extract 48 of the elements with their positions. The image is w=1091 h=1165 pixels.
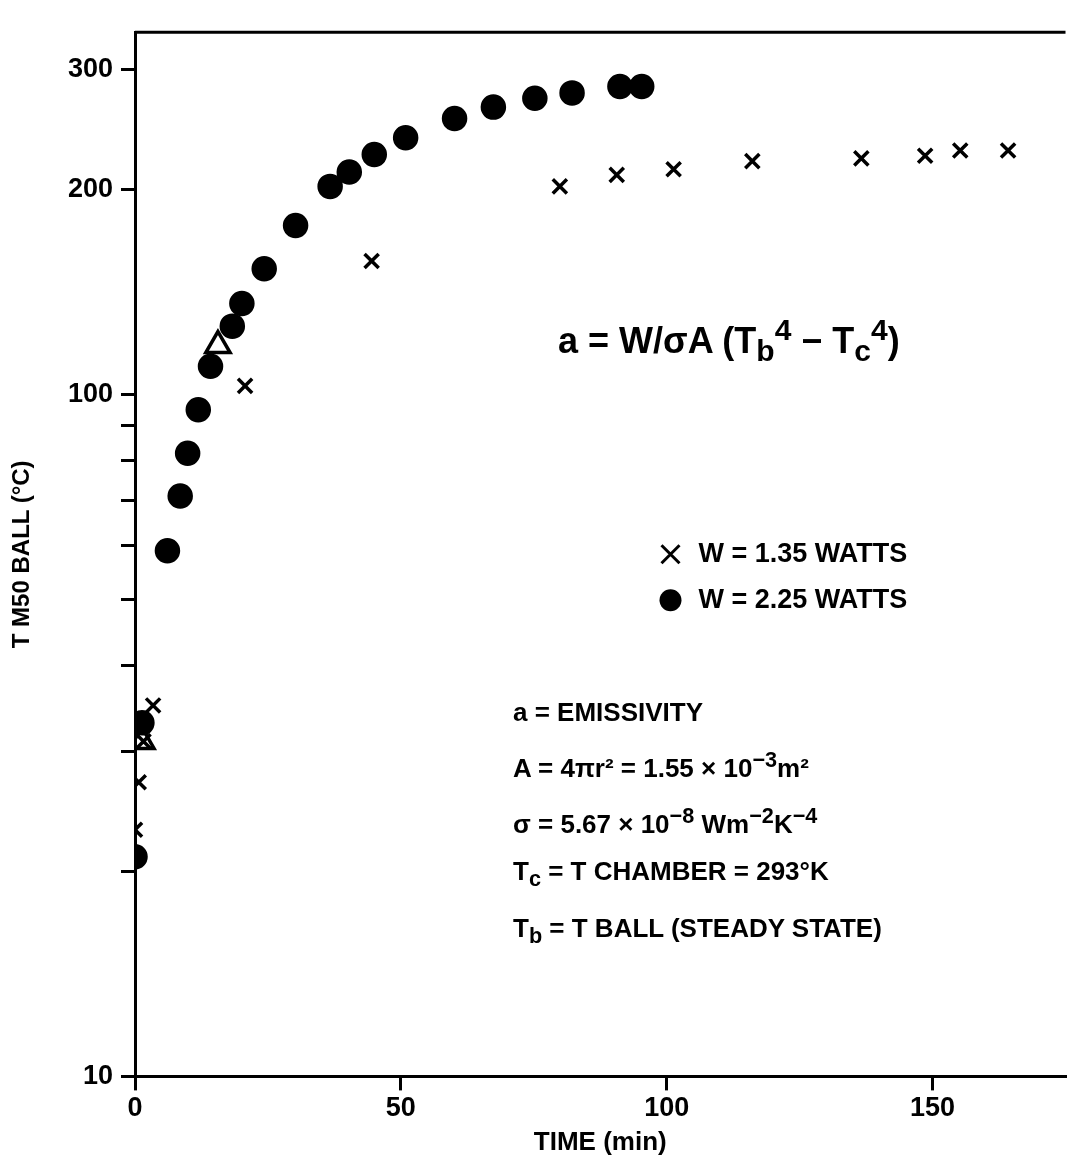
point [236, 377, 254, 395]
point [219, 313, 246, 339]
point [362, 252, 381, 270]
point [392, 125, 419, 151]
annotation: a = EMISSIVITY [513, 696, 704, 729]
point [522, 85, 548, 112]
point [317, 173, 343, 200]
x-axis-title: TIME (min) [533, 1125, 667, 1156]
y-axis-title: T M50 BALL (°C) [7, 460, 35, 649]
point [144, 696, 162, 715]
point [551, 177, 569, 196]
point [441, 105, 468, 132]
y-tick-label: 10 [82, 1059, 113, 1090]
point [197, 353, 224, 380]
annotation: T$_{b}$ = T BALL (STEADY STATE) [513, 911, 882, 950]
annotation: a = W/σA (T$_{b}$$^{4}$ − T$_{c}$$^{4}$) [558, 313, 900, 369]
point [361, 141, 388, 168]
point [167, 483, 193, 509]
point [559, 80, 585, 106]
point [174, 440, 201, 467]
point [185, 397, 212, 423]
point [664, 160, 683, 179]
point [916, 146, 934, 165]
point [154, 538, 181, 564]
point [951, 141, 970, 160]
y-tick-label: 100 [67, 378, 113, 409]
y-tick-label: 300 [67, 52, 113, 83]
legend-label: W = 1.35 WATTS [698, 537, 908, 568]
point [852, 149, 871, 168]
point [743, 152, 762, 170]
point [607, 73, 633, 100]
point [607, 166, 626, 184]
point [480, 94, 507, 120]
annotation: T$_{c}$ = T CHAMBER = 293°K [513, 855, 830, 894]
point [229, 290, 255, 317]
annotation: A = 4πr² = 1.55 × 10$^{−3}$m² [513, 746, 810, 785]
x-tick-label: 100 [644, 1092, 690, 1123]
annotation: σ = 5.67 × 10$^{−8}$ Wm$^{−2}$K$^{−4}$ [513, 801, 819, 841]
point [336, 159, 363, 185]
point [628, 73, 655, 100]
x-tick-label: 0 [127, 1092, 143, 1123]
x-tick-label: 150 [910, 1092, 956, 1123]
legend-label: W = 2.25 WATTS [698, 583, 908, 614]
y-tick-label: 200 [67, 172, 113, 203]
point [251, 255, 277, 282]
x-tick-label: 50 [385, 1092, 416, 1123]
point [999, 141, 1017, 160]
point [282, 212, 309, 239]
